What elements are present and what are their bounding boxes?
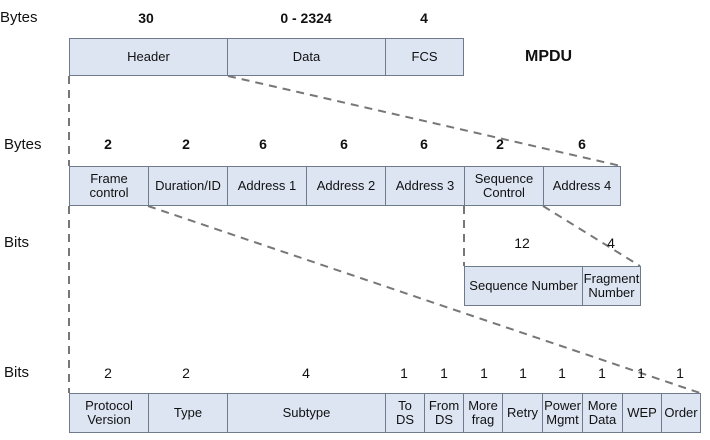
mpdu-fcs-field: FCS xyxy=(385,38,464,76)
framectl-size-6: 1 xyxy=(519,365,527,381)
framectl-more-frag-label: More frag xyxy=(468,398,498,427)
mpdu-size-fcs: 4 xyxy=(420,10,428,26)
framectl-retry-label: Retry xyxy=(506,405,539,420)
framectl-size-7: 1 xyxy=(558,365,566,381)
header-size-duration: 2 xyxy=(182,136,190,152)
header-address3-field: Address 3 xyxy=(385,166,465,206)
header-size-frame-control: 2 xyxy=(104,136,112,152)
connector-header-right xyxy=(227,75,622,167)
header-address3-label: Address 3 xyxy=(395,178,455,193)
header-address2-field: Address 2 xyxy=(306,166,386,206)
framectl-wep-label: WEP xyxy=(627,405,657,420)
mpdu-data-field: Data xyxy=(227,38,386,76)
seqctl-fragnum-field: Fragment Number xyxy=(582,266,641,306)
framectl-unit-label: Bits xyxy=(4,364,30,381)
framectl-size-3: 1 xyxy=(400,365,408,381)
header-frame-control-label: Frame control xyxy=(89,171,129,200)
seqctl-seqnum-label: Sequence Number xyxy=(469,278,578,293)
header-unit-label: Bytes xyxy=(4,136,42,153)
framectl-retry-field: Retry xyxy=(502,393,543,433)
header-address4-label: Address 4 xyxy=(552,178,612,193)
framectl-size-9: 1 xyxy=(637,365,645,381)
framectl-to-ds-field: To DS xyxy=(385,393,425,433)
mpdu-header-field: Header xyxy=(69,38,228,76)
framectl-power-mgmt-field: Power Mgmt xyxy=(542,393,583,433)
framectl-size-10: 1 xyxy=(676,365,684,381)
header-duration-label: Duration/ID xyxy=(155,178,221,193)
framectl-protocol-version-label: Protocol Version xyxy=(85,398,133,427)
connector-seqctl-right xyxy=(542,205,641,267)
seqctl-size-seqnum: 12 xyxy=(514,235,530,251)
mpdu-fcs-label: FCS xyxy=(411,49,438,64)
seqctl-unit-label: Bits xyxy=(4,234,30,251)
mpdu-data-label: Data xyxy=(292,49,321,64)
seqctl-size-fragnum: 4 xyxy=(607,235,615,251)
header-size-address1: 6 xyxy=(259,136,267,152)
framectl-from-ds-label: From DS xyxy=(428,398,460,427)
framectl-size-4: 1 xyxy=(440,365,448,381)
header-address1-field: Address 1 xyxy=(227,166,307,206)
framectl-size-1: 2 xyxy=(182,365,190,381)
header-duration-field: Duration/ID xyxy=(148,166,228,206)
header-frame-control-field: Frame control xyxy=(69,166,149,206)
header-size-address3: 6 xyxy=(420,136,428,152)
framectl-order-field: Order xyxy=(661,393,701,433)
framectl-more-data-field: More Data xyxy=(582,393,623,433)
mpdu-size-data: 0 - 2324 xyxy=(280,10,332,26)
header-address2-label: Address 2 xyxy=(316,178,376,193)
framectl-protocol-version-field: Protocol Version xyxy=(69,393,149,433)
framectl-size-5: 1 xyxy=(480,365,488,381)
header-seqctl-field: Sequence Control xyxy=(464,166,544,206)
seqctl-fragnum-label: Fragment Number xyxy=(583,271,640,300)
framectl-to-ds-label: To DS xyxy=(395,398,415,427)
header-size-seqctl: 2 xyxy=(496,136,504,152)
framectl-power-mgmt-label: Power Mgmt xyxy=(544,398,581,427)
framectl-size-0: 2 xyxy=(104,365,112,381)
framectl-more-data-label: More Data xyxy=(587,398,618,427)
header-size-address4: 6 xyxy=(578,136,586,152)
header-seqctl-label: Sequence Control xyxy=(474,171,534,200)
framectl-from-ds-field: From DS xyxy=(424,393,464,433)
mpdu-size-header: 30 xyxy=(138,10,154,26)
framectl-type-field: Type xyxy=(148,393,228,433)
framectl-more-frag-field: More frag xyxy=(463,393,503,433)
framectl-order-label: Order xyxy=(664,405,698,420)
framectl-type-label: Type xyxy=(173,405,203,420)
framectl-wep-field: WEP xyxy=(622,393,662,433)
framectl-size-2: 4 xyxy=(302,365,310,381)
framectl-subtype-label: Subtype xyxy=(282,405,331,420)
framectl-subtype-field: Subtype xyxy=(227,393,386,433)
mpdu-header-label: Header xyxy=(127,49,170,64)
framectl-size-8: 1 xyxy=(598,365,606,381)
mpdu-title: MPDU xyxy=(525,48,573,65)
header-address4-field: Address 4 xyxy=(543,166,621,206)
seqctl-seqnum-field: Sequence Number xyxy=(464,266,583,306)
header-size-address2: 6 xyxy=(340,136,348,152)
mpdu-unit-label: Bytes xyxy=(0,9,38,26)
header-address1-label: Address 1 xyxy=(237,178,297,193)
